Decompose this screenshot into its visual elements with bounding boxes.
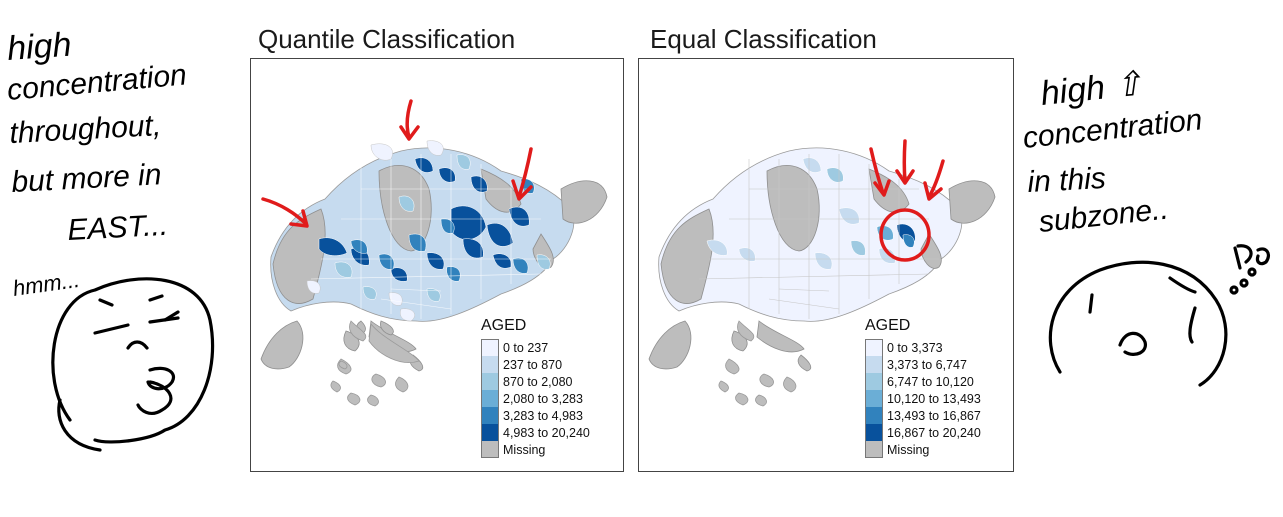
left-note-line-4: but more in xyxy=(11,158,163,199)
legend-label: 3,373 to 6,747 xyxy=(887,357,967,372)
legend-label: 6,747 to 10,120 xyxy=(887,374,974,389)
legend-label: Missing xyxy=(503,442,546,457)
equal-legend-items: 0 to 3,373 3,373 to 6,747 6,747 to 10,12… xyxy=(865,339,981,458)
legend-swatch xyxy=(481,390,499,407)
legend-item: 2,080 to 3,283 xyxy=(481,390,590,407)
quantile-islands xyxy=(330,320,420,407)
legend-item: 6,747 to 10,120 xyxy=(865,373,981,390)
legend-item: 13,493 to 16,867 xyxy=(865,407,981,424)
quantile-map-title: Quantile Classification xyxy=(258,24,516,54)
quantile-missing-areas xyxy=(260,165,608,372)
equal-light-zones xyxy=(706,157,896,270)
left-annotation: high concentration throughout, but more … xyxy=(6,26,215,452)
equal-map-title: Equal Classification xyxy=(650,24,877,54)
quantile-subzone-grid xyxy=(310,154,551,319)
legend-item: 3,373 to 6,747 xyxy=(865,356,981,373)
quantile-legend-title: AGED xyxy=(481,317,527,334)
legend-swatch xyxy=(865,441,883,458)
legend-swatch xyxy=(865,424,883,441)
legend-item: 4,983 to 20,240 xyxy=(481,424,590,441)
right-note-line-3: in this xyxy=(1027,162,1107,199)
legend-swatch xyxy=(481,441,499,458)
legend-swatch xyxy=(865,356,883,373)
legend-item: 10,120 to 13,493 xyxy=(865,390,981,407)
quantile-choropleth xyxy=(260,99,608,407)
legend-item: 0 to 3,373 xyxy=(865,339,981,356)
quantile-palest-zones xyxy=(306,140,444,322)
highlight-circle xyxy=(879,208,931,262)
quantile-light-zones xyxy=(334,154,551,302)
equal-red-markers xyxy=(869,139,945,262)
quantile-legend: AGED 0 to 237 237 to 870 870 to 2,080 2,… xyxy=(481,317,590,458)
right-note-line-4: subzone.. xyxy=(1037,193,1170,239)
legend-item: 870 to 2,080 xyxy=(481,373,590,390)
legend-swatch xyxy=(481,339,499,356)
worried-face-drawing xyxy=(1048,244,1271,387)
left-note-line-5: EAST... xyxy=(67,209,169,247)
legend-swatch xyxy=(481,373,499,390)
equal-missing-areas xyxy=(648,165,996,372)
equal-islands xyxy=(718,320,797,407)
thinking-face-drawing xyxy=(51,277,215,452)
legend-label: 870 to 2,080 xyxy=(503,374,573,389)
quantile-red-arrows xyxy=(261,99,533,228)
legend-label: 4,983 to 20,240 xyxy=(503,425,590,440)
legend-item: 237 to 870 xyxy=(481,356,590,373)
right-annotation: high ⇧ concentration in this subzone.. xyxy=(1021,64,1271,387)
legend-label: Missing xyxy=(887,442,930,457)
equal-legend: AGED 0 to 3,373 3,373 to 6,747 6,747 to … xyxy=(865,317,981,458)
quantile-legend-items: 0 to 237 237 to 870 870 to 2,080 2,080 t… xyxy=(481,339,590,458)
legend-item: 0 to 237 xyxy=(481,339,590,356)
equal-legend-title: AGED xyxy=(865,317,911,334)
legend-swatch xyxy=(481,407,499,424)
legend-label: 2,080 to 3,283 xyxy=(503,391,583,406)
legend-item: Missing xyxy=(481,441,590,458)
equal-choropleth xyxy=(648,139,996,407)
legend-label: 237 to 870 xyxy=(503,357,563,372)
left-note-line-1: high xyxy=(6,26,73,68)
right-note-line-1: high ⇧ xyxy=(1039,64,1145,112)
legend-swatch xyxy=(481,424,499,441)
legend-label: 10,120 to 13,493 xyxy=(887,391,981,406)
quantile-map-panel: AGED 0 to 237 237 to 870 870 to 2,080 2,… xyxy=(250,58,624,472)
legend-swatch xyxy=(865,339,883,356)
legend-label: 3,283 to 4,983 xyxy=(503,408,583,423)
left-note-line-6: hmm... xyxy=(11,267,81,301)
legend-swatch xyxy=(481,356,499,373)
legend-item: 3,283 to 4,983 xyxy=(481,407,590,424)
legend-swatch xyxy=(865,373,883,390)
legend-swatch xyxy=(865,407,883,424)
legend-label: 0 to 237 xyxy=(503,340,549,355)
legend-swatch xyxy=(865,390,883,407)
legend-label: 16,867 to 20,240 xyxy=(887,425,981,440)
legend-label: 13,493 to 16,867 xyxy=(887,408,981,423)
legend-label: 0 to 3,373 xyxy=(887,340,943,355)
left-note-line-3: throughout, xyxy=(9,109,162,150)
legend-item: 16,867 to 20,240 xyxy=(865,424,981,441)
equal-dark-zone xyxy=(896,223,916,248)
equal-map-panel: AGED 0 to 3,373 3,373 to 6,747 6,747 to … xyxy=(638,58,1014,472)
legend-item: Missing xyxy=(865,441,981,458)
